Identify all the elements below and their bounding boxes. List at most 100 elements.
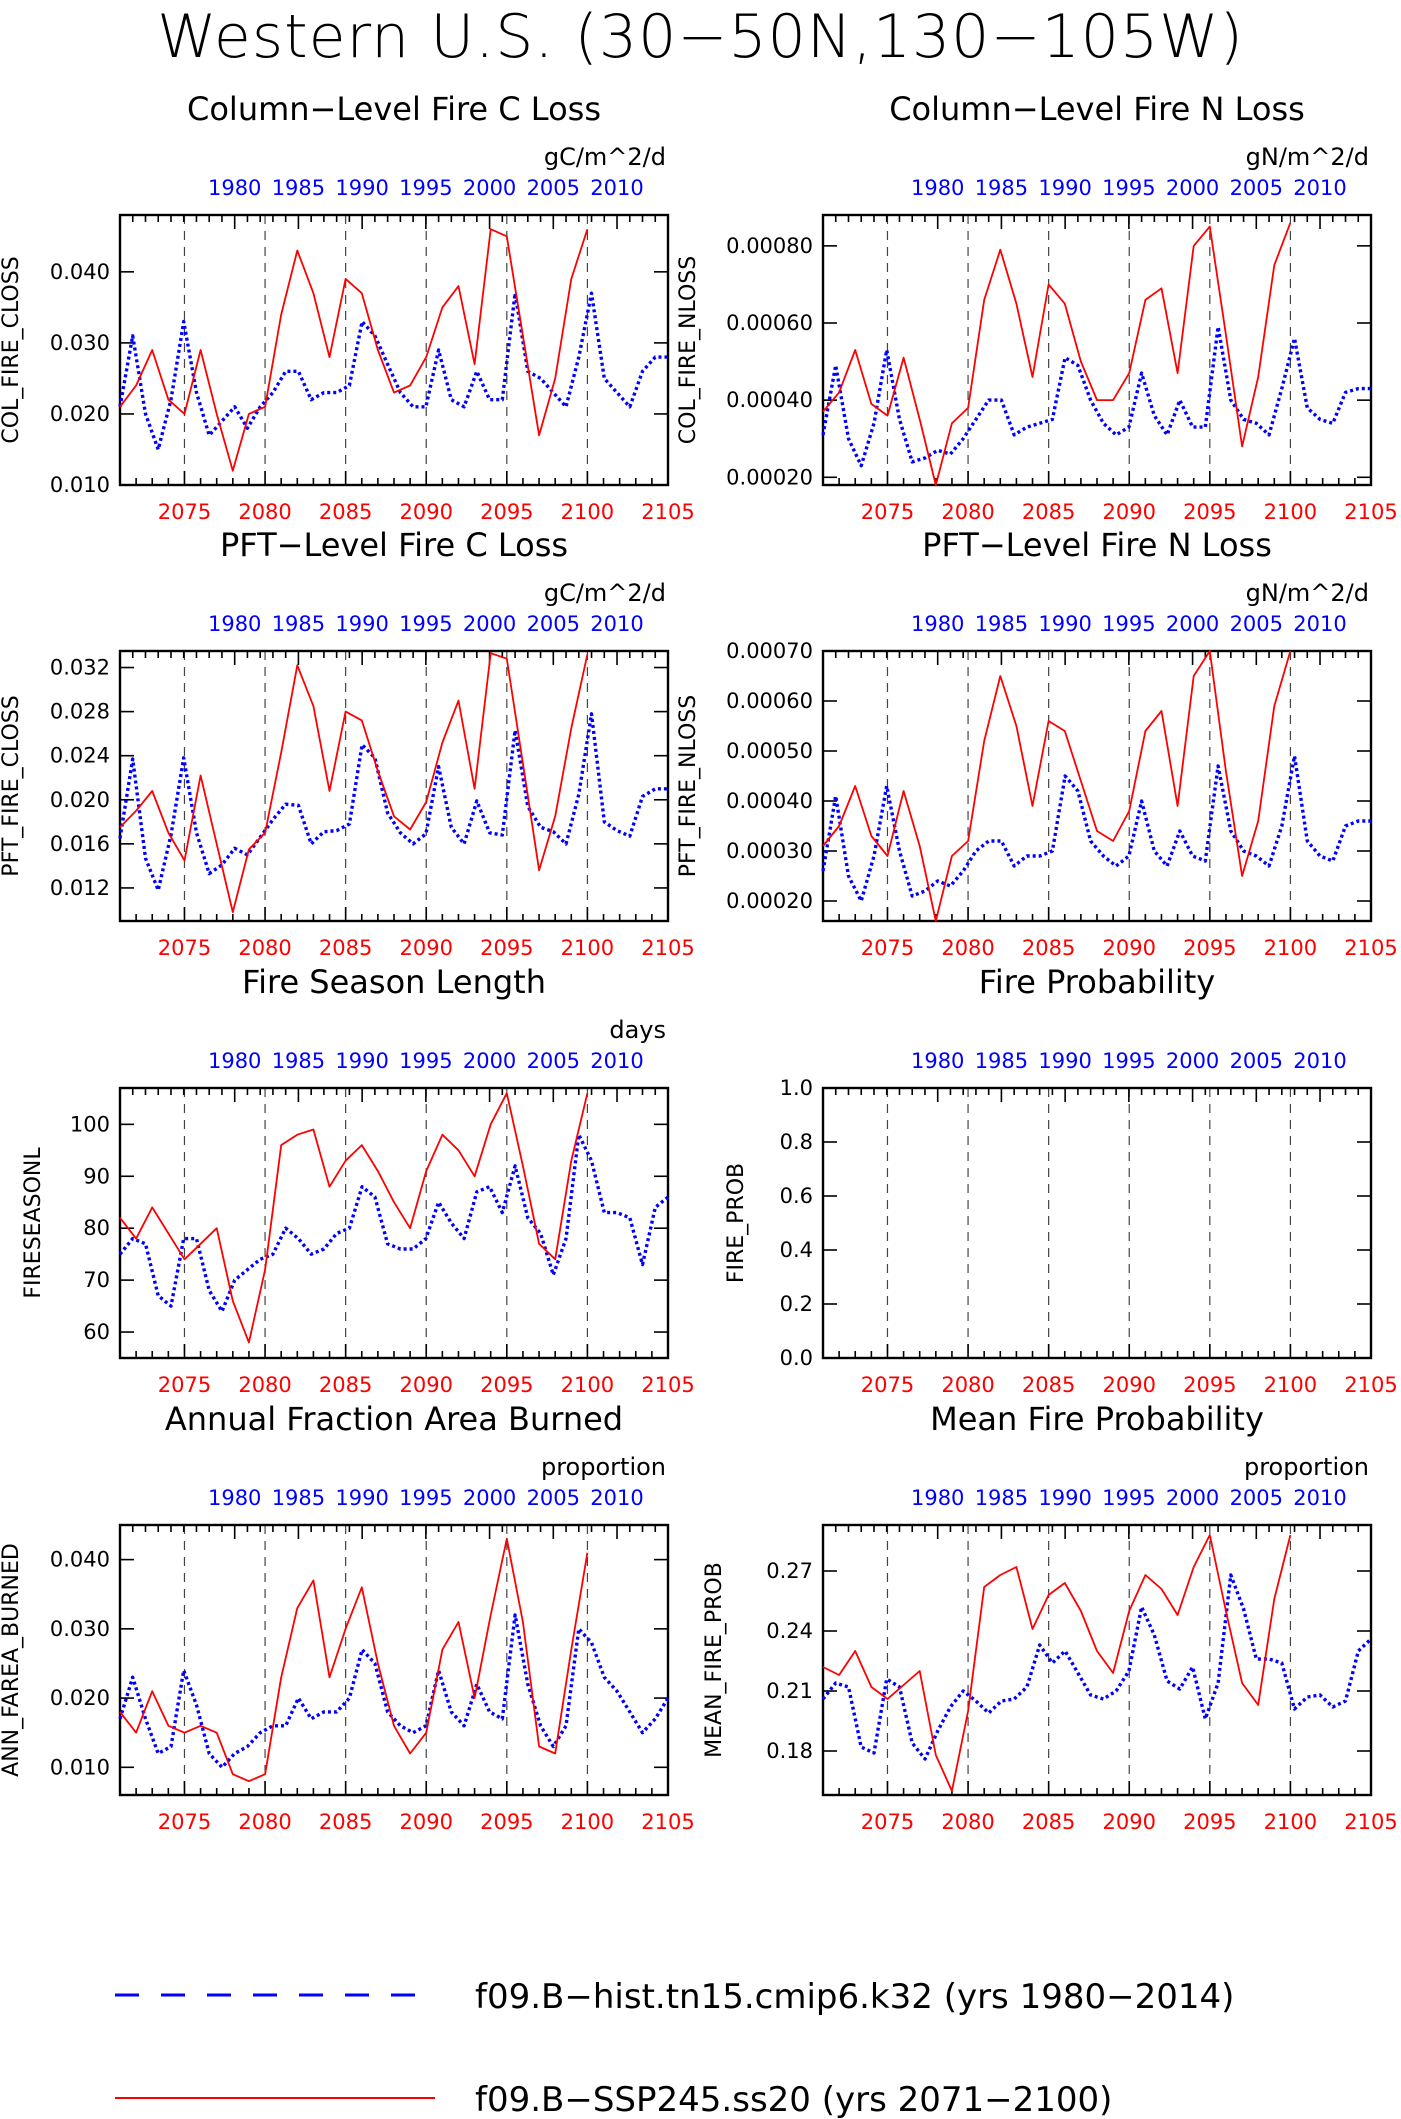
x-tick-label-top: 1990 <box>335 1049 388 1073</box>
x-tick-label-top: 2005 <box>527 1049 580 1073</box>
x-tick-label-bottom: 2105 <box>1344 936 1397 960</box>
x-tick-label-bottom: 2080 <box>238 1810 291 1834</box>
chart-panel: Annual Fraction Area Burned proportion 207… <box>0 1400 695 1834</box>
x-tick-label-top: 1985 <box>975 612 1028 636</box>
x-tick-label-top: 1980 <box>208 1486 261 1510</box>
x-tick-label-bottom: 2100 <box>561 1810 614 1834</box>
units-label: gC/m^2/d <box>544 143 666 171</box>
y-tick-label: 0.00060 <box>726 689 813 713</box>
x-tick-label-bottom: 2090 <box>400 1373 453 1397</box>
x-tick-label-bottom: 2100 <box>561 500 614 524</box>
y-tick-label: 0.020 <box>50 1686 110 1710</box>
y-tick-label: 0.020 <box>50 788 110 812</box>
x-tick-label-top: 2000 <box>1166 1486 1219 1510</box>
y-tick-label: 0.21 <box>766 1679 813 1703</box>
x-tick-label-top: 1995 <box>399 1486 452 1510</box>
y-tick-label: 0.032 <box>50 656 110 680</box>
x-tick-label-top: 1985 <box>272 1049 325 1073</box>
x-tick-label-bottom: 2075 <box>158 1373 211 1397</box>
y-tick-label: 0.00080 <box>726 234 813 258</box>
series-line-historical <box>821 325 1371 468</box>
units-label: gC/m^2/d <box>544 579 666 607</box>
legend: f09.B−hist.tn15.cmip6.k32 (yrs 1980−2014… <box>115 1977 1234 2119</box>
y-tick-label: 0.028 <box>50 700 110 724</box>
units-label: days <box>609 1016 666 1044</box>
x-tick-label-top: 1980 <box>208 1049 261 1073</box>
chart-panel: Fire Season Length days 2075 2080 2085 2090 20… <box>21 963 695 1397</box>
x-tick-label-bottom: 2075 <box>861 936 914 960</box>
x-tick-label-top: 2010 <box>1293 176 1346 200</box>
legend-label-future: f09.B−SSP245.ss20 (yrs 2071−2100) <box>475 2080 1112 2119</box>
series-line-future <box>822 650 1292 922</box>
x-tick-label-top: 2010 <box>590 612 643 636</box>
series-line-future <box>119 1537 589 1783</box>
plot-frame <box>118 213 670 487</box>
x-tick-label-top: 2010 <box>590 1049 643 1073</box>
x-tick-label-top: 1995 <box>1102 612 1155 636</box>
x-tick-label-bottom: 2095 <box>1183 1810 1236 1834</box>
x-tick-label-bottom: 2075 <box>158 936 211 960</box>
x-tick-label-top: 2010 <box>1293 1486 1346 1510</box>
series-line-historical <box>821 1573 1373 1761</box>
x-tick-label-bottom: 2090 <box>400 1810 453 1834</box>
x-tick-label-top: 1995 <box>1102 176 1155 200</box>
x-tick-label-top: 2010 <box>1293 1049 1346 1073</box>
x-tick-label-top: 1990 <box>1038 612 1091 636</box>
x-tick-label-bottom: 2090 <box>400 500 453 524</box>
figure-title: Western U.S. (30−50N,130−105W) <box>157 2 1244 72</box>
series-line-future <box>822 222 1292 486</box>
series-line-historical <box>118 291 668 452</box>
x-tick-label-bottom: 2080 <box>238 500 291 524</box>
x-tick-label-bottom: 2100 <box>561 936 614 960</box>
y-axis-label: PFT_FIRE_NLOSS <box>676 695 701 877</box>
x-tick-label-top: 1990 <box>335 1486 388 1510</box>
x-tick-label-bottom: 2090 <box>1103 936 1156 960</box>
series-line-future <box>119 228 589 472</box>
x-tick-label-bottom: 2075 <box>861 1373 914 1397</box>
x-tick-label-bottom: 2085 <box>1022 500 1075 524</box>
x-tick-label-bottom: 2095 <box>1183 500 1236 524</box>
x-tick-label-top: 1980 <box>911 1486 964 1510</box>
y-tick-label: 100 <box>70 1112 110 1136</box>
y-tick-label: 0.24 <box>766 1619 813 1643</box>
y-tick-label: 0.4 <box>780 1238 813 1262</box>
x-tick-label-top: 1995 <box>1102 1049 1155 1073</box>
legend-label-historical: f09.B−hist.tn15.cmip6.k32 (yrs 1980−2014… <box>475 1977 1234 2017</box>
x-tick-label-top: 2000 <box>1166 1049 1219 1073</box>
x-tick-label-top: 1980 <box>911 176 964 200</box>
chart-panel: Column−Level Fire C Loss gC/m^2/d 2075 2080… <box>0 90 695 524</box>
panel-title: Column−Level Fire N Loss <box>889 90 1305 128</box>
x-tick-label-top: 1995 <box>399 1049 452 1073</box>
y-tick-label: 0.00040 <box>726 789 813 813</box>
y-tick-label: 0.00040 <box>726 388 813 412</box>
x-tick-label-top: 1985 <box>272 176 325 200</box>
x-tick-label-bottom: 2075 <box>158 1810 211 1834</box>
x-tick-label-bottom: 2080 <box>941 1810 994 1834</box>
x-tick-label-top: 2000 <box>463 1049 516 1073</box>
y-axis-label: COL_FIRE_CLOSS <box>0 256 24 443</box>
panel-title: PFT−Level Fire N Loss <box>922 526 1272 564</box>
x-tick-label-bottom: 2105 <box>1344 1373 1397 1397</box>
x-tick-label-bottom: 2085 <box>319 1373 372 1397</box>
x-tick-label-bottom: 2075 <box>861 500 914 524</box>
x-tick-label-top: 2005 <box>527 612 580 636</box>
y-axis-label: MEAN_FIRE_PROB <box>702 1562 727 1758</box>
x-tick-label-bottom: 2100 <box>1264 1810 1317 1834</box>
x-tick-label-top: 2000 <box>463 612 516 636</box>
y-tick-label: 0.18 <box>766 1739 813 1763</box>
x-tick-label-top: 2010 <box>1293 612 1346 636</box>
y-tick-label: 0.00020 <box>726 889 813 913</box>
x-tick-label-top: 1980 <box>208 176 261 200</box>
x-tick-label-bottom: 2105 <box>1344 500 1397 524</box>
series-line-historical <box>118 1613 670 1770</box>
y-tick-label: 0.00020 <box>726 465 813 489</box>
x-tick-label-bottom: 2100 <box>1264 936 1317 960</box>
x-tick-label-bottom: 2085 <box>319 1810 372 1834</box>
units-label: gN/m^2/d <box>1246 579 1369 607</box>
y-axis-label: COL_FIRE_NLOSS <box>676 256 701 444</box>
x-tick-label-top: 2010 <box>590 1486 643 1510</box>
x-tick-label-top: 2010 <box>590 176 643 200</box>
x-tick-label-bottom: 2090 <box>1103 1373 1156 1397</box>
x-tick-label-top: 2005 <box>1230 612 1283 636</box>
panel-title: PFT−Level Fire C Loss <box>220 526 568 564</box>
